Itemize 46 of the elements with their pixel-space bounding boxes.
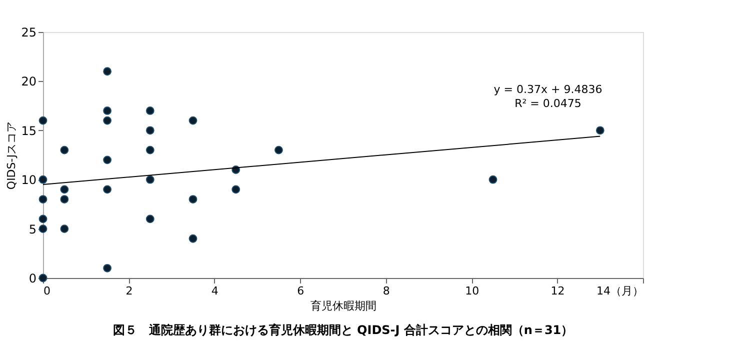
point [103, 185, 112, 194]
point [188, 195, 198, 204]
x-axis-title: 育児休暇期間 [310, 300, 376, 312]
point [103, 264, 112, 272]
point [103, 67, 112, 76]
x-tick-label: 2 [126, 284, 133, 298]
y-tick-label: 0 [28, 272, 36, 286]
x-tick-label: 14（月） [596, 284, 644, 298]
point [188, 116, 198, 125]
point [38, 214, 48, 224]
point [38, 175, 48, 184]
point [488, 175, 498, 184]
point [103, 156, 112, 164]
y-tick-label: 25 [21, 26, 36, 40]
point [60, 195, 69, 204]
point [596, 126, 604, 135]
annotation: y = 0.37x + 9.4836 [494, 83, 602, 96]
point [146, 126, 154, 135]
point [146, 146, 154, 154]
x-tick-label: 6 [297, 284, 304, 298]
y-axis-title: QIDS-Jスコア [5, 121, 18, 190]
text: 図５ 通院歴あり群における育児休暇期間と QIDS-J 合計スコアとの相関（n＝31） [112, 323, 574, 337]
point [146, 214, 154, 224]
point [146, 106, 154, 115]
point [38, 116, 48, 125]
x-tick-label: 8 [382, 284, 390, 298]
annotation: R² = 0.0475 [514, 97, 582, 110]
x-tick-label: 10 [465, 284, 480, 298]
x-tick-label: 4 [211, 284, 218, 298]
point [38, 195, 48, 204]
point [103, 106, 112, 115]
y-tick-label: 20 [21, 74, 36, 89]
point [274, 146, 283, 154]
point [60, 224, 69, 233]
point [60, 146, 69, 154]
point [60, 185, 69, 194]
y-tick-label: 5 [28, 222, 36, 236]
point [232, 185, 240, 194]
x-tick-label: 12 [550, 284, 565, 298]
x-tick-label: 0 [44, 284, 50, 298]
y-tick-label: 10 [21, 173, 36, 188]
point [188, 234, 198, 243]
point [146, 175, 154, 184]
y-tick-label: 15 [21, 124, 36, 138]
point [38, 224, 48, 233]
point [103, 116, 112, 125]
